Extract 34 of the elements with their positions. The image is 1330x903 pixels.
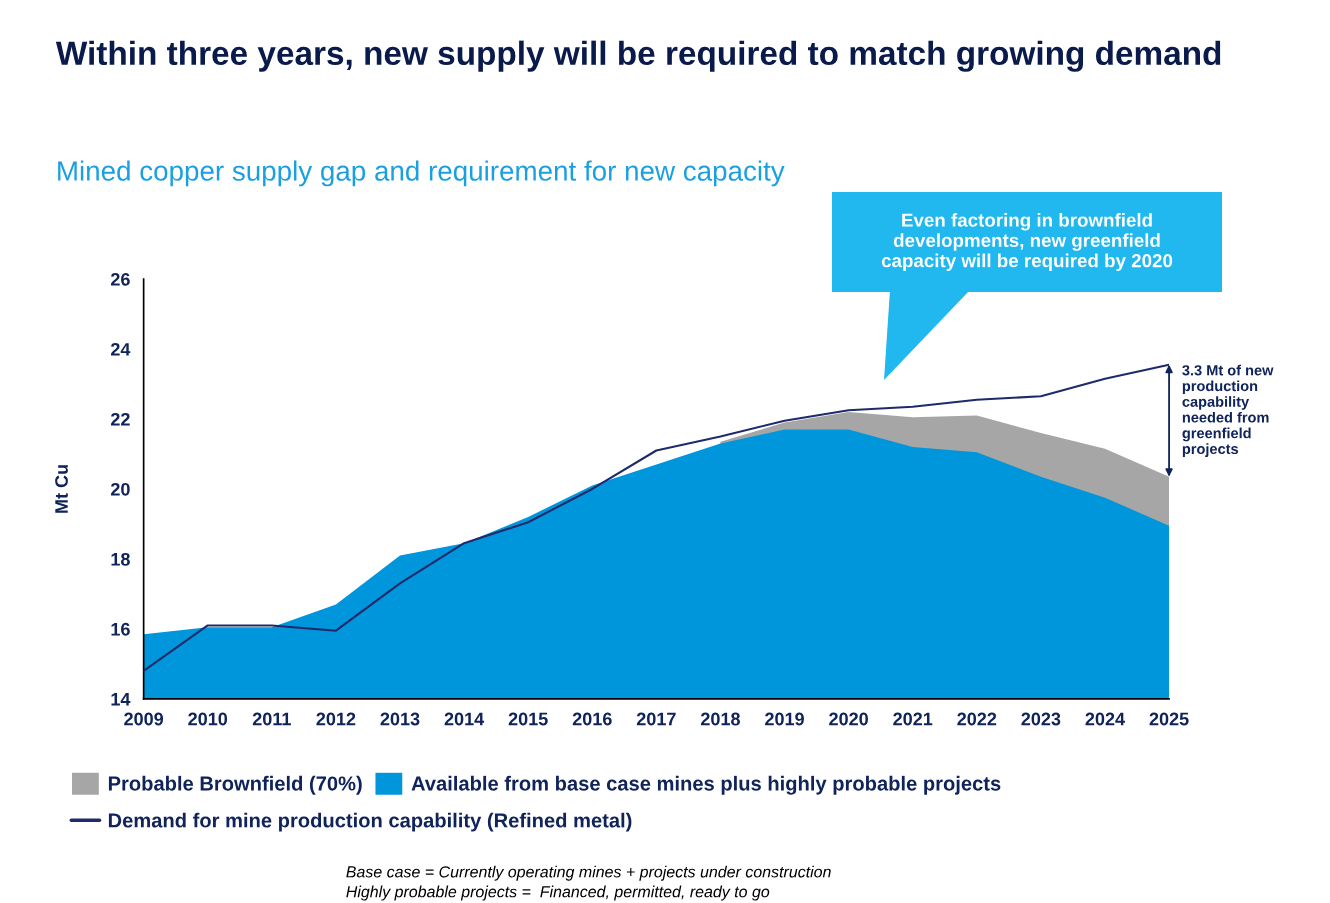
x-tick-label: 2022 [957, 712, 997, 726]
y-tick-label: 26 [110, 272, 130, 286]
y-tick-label: 16 [111, 622, 130, 636]
x-tick-label: 2023 [1021, 712, 1061, 726]
y-tick-label: 22 [110, 412, 130, 426]
x-tick-label: 2021 [893, 712, 933, 726]
x-tick-label: 2020 [829, 712, 868, 726]
annotation: 3.3 Mt of new production capability needed from greenfield projects [1182, 364, 1274, 457]
x-tick-label: 2019 [765, 712, 804, 726]
x-tick-label: 2013 [380, 712, 420, 726]
x-tick-label: 2009 [124, 712, 164, 726]
x-tick-label: 2014 [444, 712, 485, 726]
y-tick-label: 24 [110, 342, 131, 356]
x-tick-label: 2011 [252, 712, 291, 726]
text: Even factoring in brownfield developments, new greenfield capacity will be required by 2020 [881, 212, 1173, 272]
x-tick-label: 2012 [316, 712, 356, 726]
x-tick-label: 2017 [636, 712, 676, 726]
y-tick-label: 14 [111, 693, 131, 706]
x-tick-label: 2015 [508, 712, 548, 726]
legend-label: Demand for mine production capability (Refined metal) [108, 812, 632, 832]
text: Highly probable projects = Financed, permitted, ready to go [346, 885, 770, 901]
legend-label: Available from base case mines plus highly probable projects [411, 775, 1001, 795]
legend-label: Probable Brownfield (70%) [108, 775, 362, 795]
chart-title: Within three years, new supply will be required to match growing demand [55, 40, 1221, 72]
y-axis-title: Mt Cu [55, 465, 68, 513]
text: Base case = Currently operating mines + projects under construction [346, 865, 831, 881]
x-tick-label: 2025 [1149, 712, 1189, 726]
y-tick-label: 20 [110, 482, 130, 496]
y-tick-label: 18 [111, 552, 130, 566]
x-tick-label: 2016 [572, 712, 612, 726]
x-tick-label: 2024 [1085, 712, 1125, 726]
chart-subtitle: Mined copper supply gap and requirement for new capacity [58, 160, 785, 187]
x-tick-label: 2010 [188, 712, 228, 726]
x-tick-label: 2018 [700, 712, 740, 726]
